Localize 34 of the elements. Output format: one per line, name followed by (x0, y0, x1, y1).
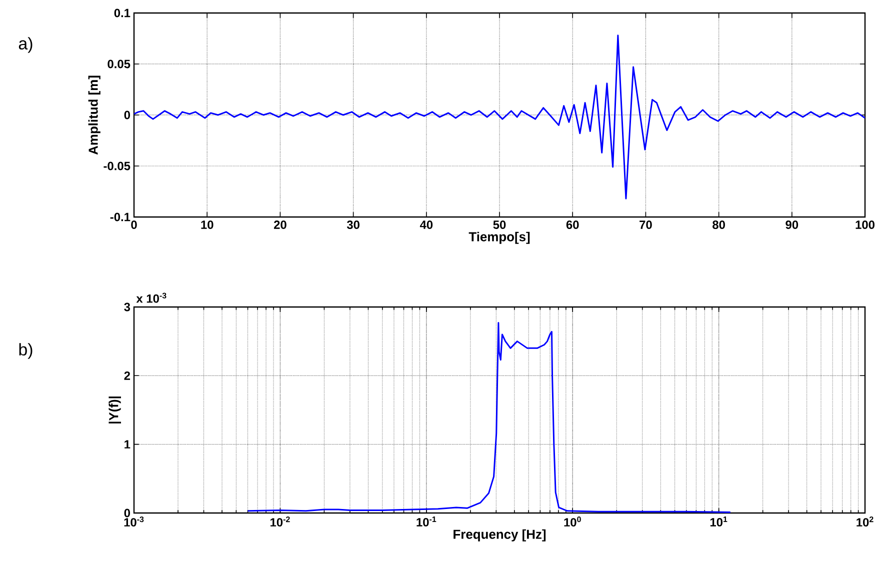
line-series (134, 34, 866, 200)
text: x 10$^{-3}$ (136, 292, 166, 303)
x-tick-label: 10$^{-1}$ (416, 516, 436, 526)
y-axis-title: Amplitud [m] (88, 76, 100, 155)
x-tick-label: 10$^{-2}$ (270, 516, 290, 527)
y-tick-label: 0 (124, 110, 130, 120)
y-tick-label: 1 (124, 440, 130, 448)
x-tick-label: 50 (493, 220, 506, 229)
x-tick-label: 10$^{-3}$ (124, 516, 144, 527)
x-tick-label: 100 (856, 220, 874, 229)
x-tick-label: 60 (566, 220, 579, 229)
x-tick-label: 0 (131, 220, 137, 229)
text: b) (19, 343, 32, 359)
x-tick-label: 40 (420, 220, 433, 229)
y-tick-label: -0.05 (104, 162, 130, 170)
x-tick-label: 10$^{0}$ (564, 516, 581, 527)
y-tick-label: 0 (124, 508, 130, 518)
y-tick-label: 2 (124, 371, 130, 380)
y-tick-label: -0.1 (110, 212, 130, 222)
x-tick-label: 10$^{2}$ (856, 516, 874, 527)
y-axis-title: |Y(f)| (108, 396, 121, 424)
x-tick-label: 10 (201, 220, 214, 229)
x-tick-label: 70 (640, 220, 652, 229)
x-tick-label: 30 (346, 220, 360, 229)
y-tick-label: 0.05 (108, 60, 130, 68)
x-tick-label: 80 (712, 220, 725, 229)
y-tick-label: 0.1 (114, 8, 130, 18)
x-axis-title: Tiempo[s] (468, 232, 530, 244)
text: a) (18, 37, 32, 53)
y-tick-label: 3 (124, 302, 130, 312)
x-axis-title: Frequency [Hz] (454, 529, 546, 542)
x-tick-label: 20 (274, 220, 286, 229)
x-tick-label: 90 (786, 220, 798, 229)
x-tick-label: 10$^{1}$ (710, 516, 728, 526)
